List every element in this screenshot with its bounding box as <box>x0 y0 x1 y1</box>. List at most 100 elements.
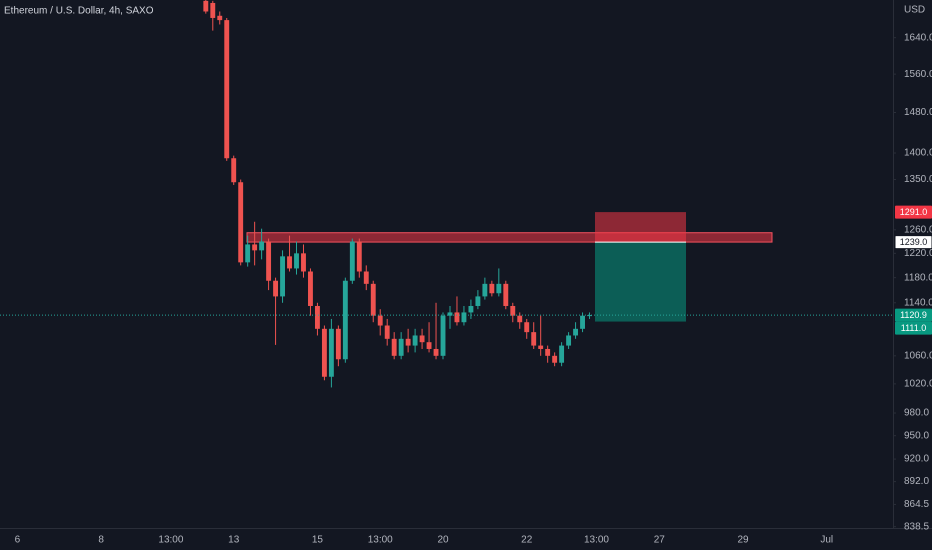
price-label: 1111.0 <box>901 323 927 333</box>
candle-body <box>203 0 209 12</box>
candle-body <box>440 315 446 356</box>
candle-body <box>559 345 565 363</box>
y-tick-label: 950.0 <box>904 430 929 441</box>
stop-area <box>595 212 686 243</box>
candle-body <box>224 20 230 159</box>
y-tick-label: 864.5 <box>904 499 929 510</box>
y-tick-label: 1260.0 <box>904 224 932 235</box>
currency-label: USD <box>904 5 925 16</box>
candle-body <box>259 241 265 251</box>
x-tick-label: 8 <box>98 535 104 546</box>
chart-title: Ethereum / U.S. Dollar, 4h, SAXO <box>4 6 154 17</box>
candle-body <box>252 244 258 251</box>
candle-body <box>419 335 425 343</box>
candle-body <box>280 256 285 297</box>
candle-body <box>294 253 299 269</box>
candle-body <box>587 315 592 317</box>
candle-body <box>580 315 585 329</box>
price-label-box <box>894 235 932 250</box>
candle-body <box>363 271 369 284</box>
price-label: 1239.0 <box>900 237 928 247</box>
y-tick-label: 1140.0 <box>904 297 932 308</box>
y-tick-label: 1480.0 <box>904 107 932 118</box>
candle-body <box>531 332 537 346</box>
y-tick-label: 1020.0 <box>904 379 932 390</box>
candle-body <box>538 345 544 349</box>
candle-body <box>475 296 481 306</box>
candle-body <box>433 348 439 356</box>
target-area <box>595 242 686 322</box>
candle-body <box>573 328 579 336</box>
candle-body <box>524 322 530 333</box>
resistance-zone <box>246 232 773 243</box>
candle-body <box>210 2 216 18</box>
candle-body <box>503 283 509 306</box>
y-tick-label: 1220.0 <box>904 248 932 259</box>
candle-body <box>231 158 237 183</box>
candle-body <box>245 244 251 263</box>
x-tick-label: 6 <box>15 535 21 546</box>
candle-body <box>314 305 320 329</box>
y-tick-label: 1180.0 <box>904 272 932 283</box>
x-tick-label: 13 <box>228 535 240 546</box>
candle-body <box>489 283 495 294</box>
x-tick-label: 22 <box>521 535 533 546</box>
candle-body <box>426 342 432 349</box>
x-tick-label: Jul <box>820 535 833 546</box>
y-tick-label: 1060.0 <box>904 350 932 361</box>
candle-body <box>238 182 244 263</box>
candle-body <box>482 283 488 297</box>
candle-body <box>321 328 327 377</box>
y-tick-label: 1400.0 <box>904 148 932 159</box>
candle-body <box>342 280 348 360</box>
x-tick-label: 20 <box>437 535 449 546</box>
x-tick-label: 27 <box>654 535 666 546</box>
candle-body <box>301 253 306 272</box>
y-tick-label: 1350.0 <box>904 174 932 185</box>
x-tick-label: 13:00 <box>158 535 183 546</box>
price-label: 1120.9 <box>900 310 927 320</box>
y-tick-label: 838.5 <box>904 521 929 532</box>
candle-body <box>328 328 334 377</box>
price-label-box <box>895 321 932 335</box>
y-tick-label: 920.0 <box>904 454 929 465</box>
price-label-box <box>895 308 932 322</box>
y-tick-label: 892.0 <box>904 476 929 487</box>
candle-body <box>273 280 279 297</box>
candle-body <box>517 315 523 323</box>
x-tick-label: 15 <box>312 535 324 546</box>
candle-body <box>468 305 474 313</box>
candle-body <box>545 348 551 356</box>
candle-body <box>335 328 341 360</box>
candle-body <box>349 241 355 281</box>
x-tick-label: 13:00 <box>368 535 393 546</box>
candle-body <box>356 241 362 272</box>
y-tick-label: 1560.0 <box>904 69 932 80</box>
candle-body <box>496 283 502 294</box>
y-tick-label: 980.0 <box>904 408 929 419</box>
candle-body <box>377 315 383 326</box>
x-tick-label: 29 <box>737 535 749 546</box>
x-tick-label: 13:00 <box>584 535 609 546</box>
y-tick-label: 1640.0 <box>904 32 932 43</box>
candle-body <box>370 283 376 316</box>
candle-body <box>266 241 272 281</box>
candle-body <box>308 271 313 306</box>
candle-body <box>454 312 460 323</box>
price-label-box <box>895 205 932 219</box>
candle-body <box>412 335 418 346</box>
candle-body <box>566 335 572 346</box>
candle-body <box>287 256 292 269</box>
candle-body <box>217 15 223 21</box>
candle-body <box>510 305 516 316</box>
candle-body <box>405 338 411 346</box>
price-label: 1291.0 <box>900 207 928 217</box>
candle-body <box>384 325 390 339</box>
candle-body <box>447 312 453 316</box>
candle-body <box>391 338 397 356</box>
candle-body <box>398 338 404 356</box>
candle-body <box>461 312 467 323</box>
